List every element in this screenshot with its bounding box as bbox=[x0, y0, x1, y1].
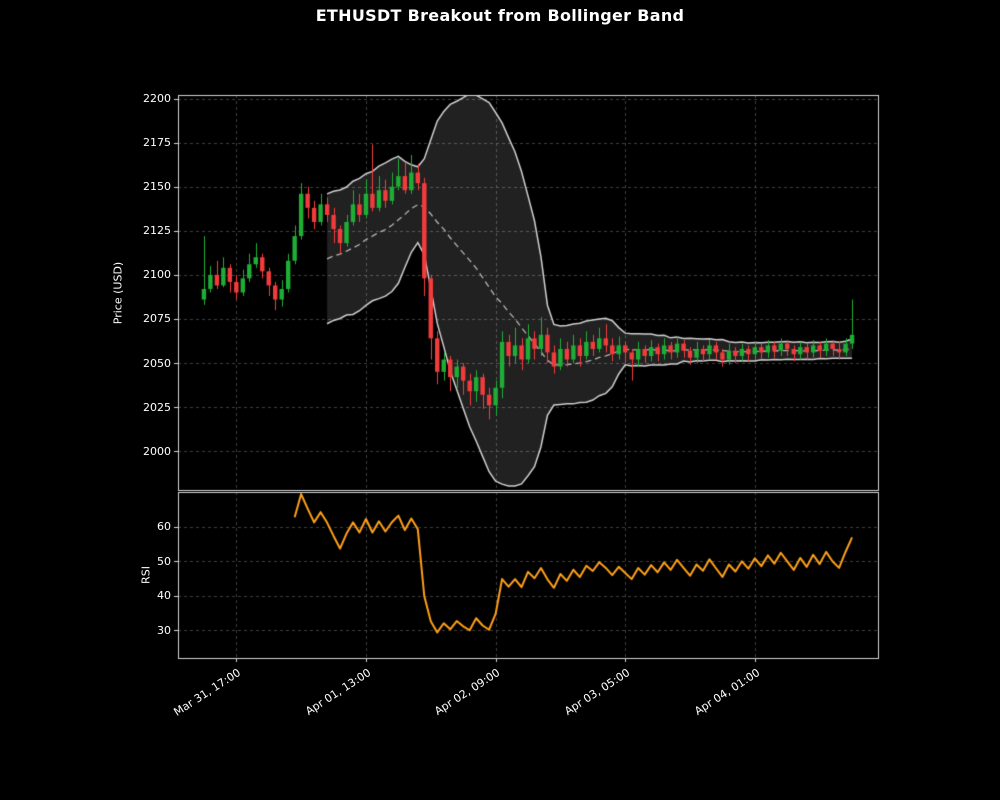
price-tick-label: 2025 bbox=[143, 400, 171, 414]
rsi-tick-label: 60 bbox=[157, 520, 171, 534]
rsi-tick-label: 50 bbox=[157, 554, 171, 568]
price-tick-label: 2100 bbox=[143, 268, 171, 282]
price-tick-label: 2000 bbox=[143, 444, 171, 458]
rsi-tick-label: 40 bbox=[157, 589, 171, 603]
price-tick-label: 2200 bbox=[143, 92, 171, 106]
price-tick-label: 2050 bbox=[143, 356, 171, 370]
price-tick-label: 2125 bbox=[143, 224, 171, 238]
price-axis-label: Price (USD) bbox=[111, 261, 125, 324]
price-tick-label: 2150 bbox=[143, 180, 171, 194]
rsi-axis-label: RSI bbox=[139, 566, 153, 584]
chart-title: ETHUSDT Breakout from Bollinger Band bbox=[315, 6, 685, 25]
price-tick-label: 2175 bbox=[143, 136, 171, 150]
rsi-tick-label: 30 bbox=[157, 623, 171, 637]
price-tick-label: 2075 bbox=[143, 312, 171, 326]
